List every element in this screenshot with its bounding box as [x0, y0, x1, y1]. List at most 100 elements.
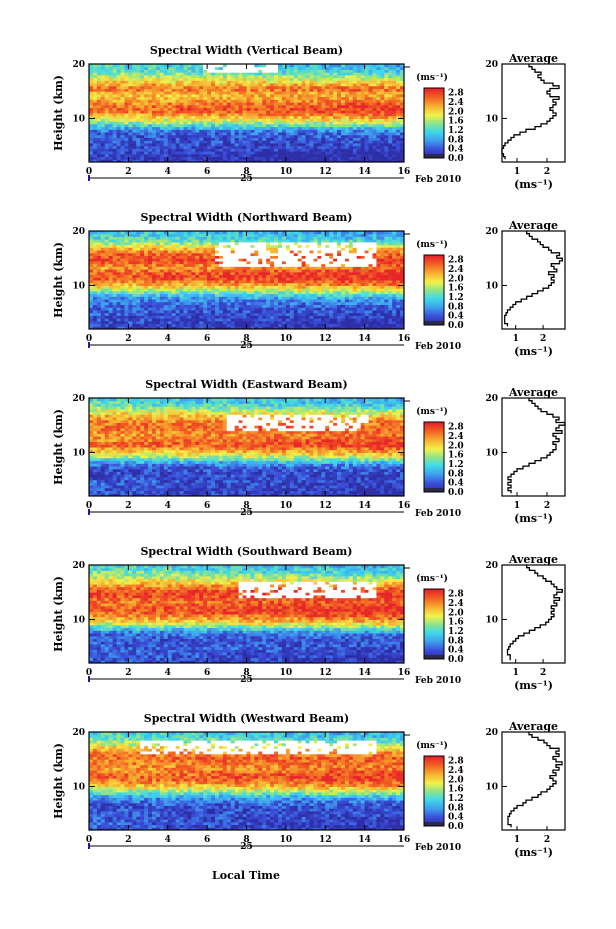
heatmap-field [89, 64, 405, 163]
colorbar-tick-label: 0.0 [448, 321, 464, 331]
panel-1: Spectral Width (Vertical Beam)0 2 4 6 8 10 12 1… [52, 44, 566, 191]
average-frame [501, 230, 566, 330]
x-tick-label: 2 [125, 835, 131, 845]
date-label: Feb 2010 [415, 509, 461, 519]
colorbar-tick-label: 2.4 [448, 265, 464, 275]
panel-title: Spectral Width (Northward Beam) [141, 211, 353, 224]
x-tick-label: 16 [398, 167, 411, 177]
panel-title: Spectral Width (Southward Beam) [140, 545, 352, 558]
panel-4: Spectral Width (Southward Beam)0 2 4 6 8 10 12… [52, 545, 566, 692]
colorbar-tick-label: 2.4 [448, 766, 464, 776]
colorbar-tick-label: 1.2 [448, 627, 464, 637]
average-title: Average [508, 52, 558, 65]
x-tick-label: 16 [398, 501, 411, 511]
average-profile-line [504, 231, 563, 327]
day-label: 25 [240, 842, 253, 852]
avg-x-tick-label: 2 [540, 334, 546, 344]
average-frame [501, 63, 566, 163]
colorbar-tick-label: 0.4 [448, 312, 464, 322]
x-tick-label: 8 [243, 835, 249, 845]
colorbar [423, 254, 445, 326]
avg-x-tick-label: 2 [544, 501, 550, 511]
y-tick-label: 20 [72, 394, 85, 404]
colorbar-tick-label: 0.0 [448, 822, 464, 832]
avg-x-tick-label: 1 [514, 835, 520, 845]
colorbar-tick-label: 0.4 [448, 479, 464, 489]
avg-x-tick-label: 2 [544, 167, 550, 177]
x-tick-label: 4 [165, 835, 171, 845]
average-frame [501, 397, 566, 497]
x-tick-label: 2 [125, 334, 131, 344]
y-tick-label: 20 [72, 561, 85, 571]
x-tick-label: 2 [125, 501, 131, 511]
colorbar-under [424, 154, 444, 158]
x-tick-label: 0 [86, 167, 92, 177]
panel-title: Spectral Width (Vertical Beam) [150, 44, 343, 57]
avg-y-tick-label: 10 [485, 615, 498, 625]
x-tick-label: 2 [125, 668, 131, 678]
y-tick-label: 10 [72, 782, 85, 792]
panel-2: Spectral Width (Northward Beam)0 2 4 6 8 10 12… [52, 211, 566, 358]
x-tick-label: 12 [319, 668, 332, 678]
x-tick-label: 4 [165, 334, 171, 344]
colorbar-tick-label: 0.0 [448, 154, 464, 164]
day-label: 25 [240, 675, 253, 685]
day-label: 25 [240, 341, 253, 351]
average-profile-line [506, 565, 563, 661]
avg-y-tick-label: 20 [485, 394, 498, 404]
colorbar-tick-label: 2.0 [448, 441, 464, 451]
x-tick-label: 10 [280, 334, 293, 344]
x-tick-label: 4 [165, 167, 171, 177]
colorbar-under [424, 488, 444, 492]
day-label: 25 [240, 174, 253, 184]
avg-x-tick-label: 1 [514, 501, 520, 511]
colorbar-tick-label: 1.6 [448, 618, 464, 628]
date-label: Feb 2010 [415, 676, 461, 686]
avg-y-tick-label: 20 [485, 728, 498, 738]
y-tick-label: 20 [72, 60, 85, 70]
colorbar-tick-label: 2.0 [448, 775, 464, 785]
heatmap-field [89, 231, 405, 330]
colorbar-tick-label: 0.8 [448, 135, 464, 145]
avg-y-tick-label: 10 [485, 782, 498, 792]
colorbar [423, 588, 445, 660]
colorbar-under [424, 321, 444, 325]
x-tick-label: 0 [86, 835, 92, 845]
x-tick-label: 12 [319, 334, 332, 344]
colorbar-tick-label: 2.8 [448, 89, 464, 99]
x-tick-label: 6 [204, 835, 210, 845]
avg-y-tick-label: 10 [485, 114, 498, 124]
colorbar-under [424, 822, 444, 826]
colorbar-tick-label: 0.4 [448, 145, 464, 155]
x-tick-label: 14 [358, 501, 371, 511]
average-title: Average [508, 386, 558, 399]
x-tick-label: 16 [398, 835, 411, 845]
colorbar-tick-label: 0.0 [448, 655, 464, 665]
x-tick-label: 8 [243, 668, 249, 678]
colorbar-frame [423, 254, 445, 326]
heatmap-field [89, 732, 405, 831]
colorbar-tick-label: 0.0 [448, 488, 464, 498]
colorbar-tick-label: 2.4 [448, 432, 464, 442]
average-unit: (ms⁻¹) [514, 679, 553, 692]
colorbar-tick-label: 0.8 [448, 469, 464, 479]
average-unit: (ms⁻¹) [514, 846, 553, 859]
colorbar-tick-label: 2.8 [448, 757, 464, 767]
x-tick-label: 6 [204, 668, 210, 678]
panel-5: Spectral Width (Westward Beam)0 2 4 6 8 10 12 1… [52, 712, 566, 859]
y-tick-label: 20 [72, 227, 85, 237]
colorbar-tick-label: 2.0 [448, 608, 464, 618]
avg-y-tick-label: 20 [485, 561, 498, 571]
average-profile-line [507, 732, 563, 828]
x-tick-label: 0 [86, 334, 92, 344]
colorbar-frame [423, 755, 445, 827]
colorbar [423, 421, 445, 493]
colorbar-tick-label: 0.4 [448, 646, 464, 656]
y-tick-label: 10 [72, 448, 85, 458]
day-label: 25 [240, 508, 253, 518]
colorbar-tick-label: 0.4 [448, 813, 464, 823]
colorbar-tick-label: 1.2 [448, 794, 464, 804]
x-tick-label: 8 [243, 167, 249, 177]
x-tick-label: 0 [86, 668, 92, 678]
